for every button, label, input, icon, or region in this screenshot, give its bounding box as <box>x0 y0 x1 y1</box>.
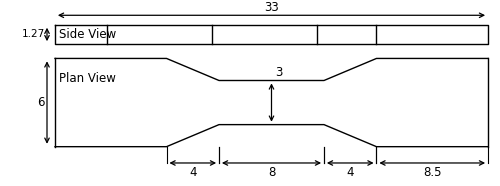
Text: 8.5: 8.5 <box>423 166 442 179</box>
Text: 4: 4 <box>189 166 196 179</box>
Text: 6: 6 <box>38 96 45 109</box>
Text: 4: 4 <box>346 166 354 179</box>
Text: 33: 33 <box>264 1 279 14</box>
Text: Side View: Side View <box>59 28 116 41</box>
Text: 3: 3 <box>276 66 283 78</box>
Text: Plan View: Plan View <box>59 72 116 85</box>
Text: 8: 8 <box>268 166 275 179</box>
Text: 1.27: 1.27 <box>22 29 45 39</box>
